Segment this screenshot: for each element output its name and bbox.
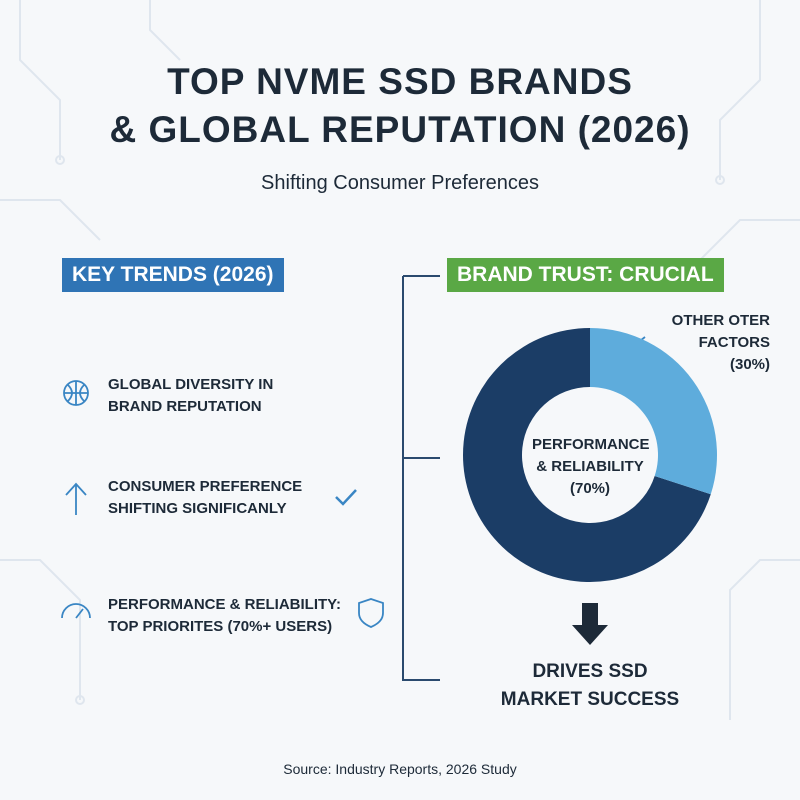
title: TOP NVME SSD BRANDS & GLOBAL REPUTATION (… [0, 58, 800, 154]
chart-title: BRAND TRUST: CRUCIAL [447, 258, 724, 292]
trend: PERFORMANCE & RELIABILITY: TOP PRIORITES … [108, 594, 341, 638]
trend-line: GLOBAL DIVERSITY IN [108, 376, 274, 393]
circuit [719, 0, 761, 180]
trend: CONSUMER PREFERENCE SHIFTING SIGNIFICANLY [108, 476, 302, 520]
circuit [729, 559, 800, 720]
donut [463, 327, 718, 582]
outcome: DRIVES SSD MARKET SUCCESS [470, 658, 710, 714]
trends-heading: KEY TRENDS (2026) [62, 258, 284, 292]
value-label: (30%) [729, 356, 770, 373]
bracket [402, 275, 440, 681]
circuit [0, 559, 81, 700]
subtitle: Shifting Consumer Preferences [261, 172, 539, 194]
title-line: & GLOBAL REPUTATION (2026) [109, 109, 691, 150]
trend-line: TOP PRIORITES (70%+ USERS) [108, 618, 333, 635]
gauge-icon [61, 603, 91, 619]
trend-line: PERFORMANCE & RELIABILITY: [108, 596, 342, 613]
trend-line: CONSUMER PREFERENCE [108, 478, 303, 495]
category: OTHER OTER FACTORS [671, 312, 770, 351]
circuit-node [715, 175, 725, 185]
circuit [19, 0, 61, 160]
value-label: (70%) [569, 480, 610, 497]
source: Source: Industry Reports, 2026 Study [283, 761, 517, 777]
circuit [0, 199, 101, 241]
circuit-node [75, 695, 85, 705]
slice-label: OTHER OTER FACTORS (30%) [640, 310, 770, 376]
slice-label: PERFORMANCE & RELIABILITY (70%) [532, 434, 650, 500]
circuit [699, 219, 800, 261]
trend-line: BRAND REPUTATION [108, 398, 262, 415]
title-line: TOP NVME SSD BRANDS [167, 61, 633, 102]
arrow-icon [65, 482, 87, 515]
shield-icon [358, 598, 384, 628]
circuit [149, 0, 181, 61]
outcome-line: MARKET SUCCESS [500, 689, 680, 710]
check-icon [335, 489, 357, 506]
outcome-line: DRIVES SSD [532, 661, 648, 682]
slice [463, 328, 711, 582]
trend: GLOBAL DIVERSITY IN BRAND REPUTATION [108, 374, 273, 418]
globe-icon [64, 381, 88, 405]
category: PERFORMANCE & RELIABILITY [532, 436, 650, 475]
trend-line: SHIFTING SIGNIFICANLY [108, 500, 287, 517]
down-arrow [572, 603, 608, 645]
slice [590, 327, 718, 495]
circuit-node [55, 155, 65, 165]
